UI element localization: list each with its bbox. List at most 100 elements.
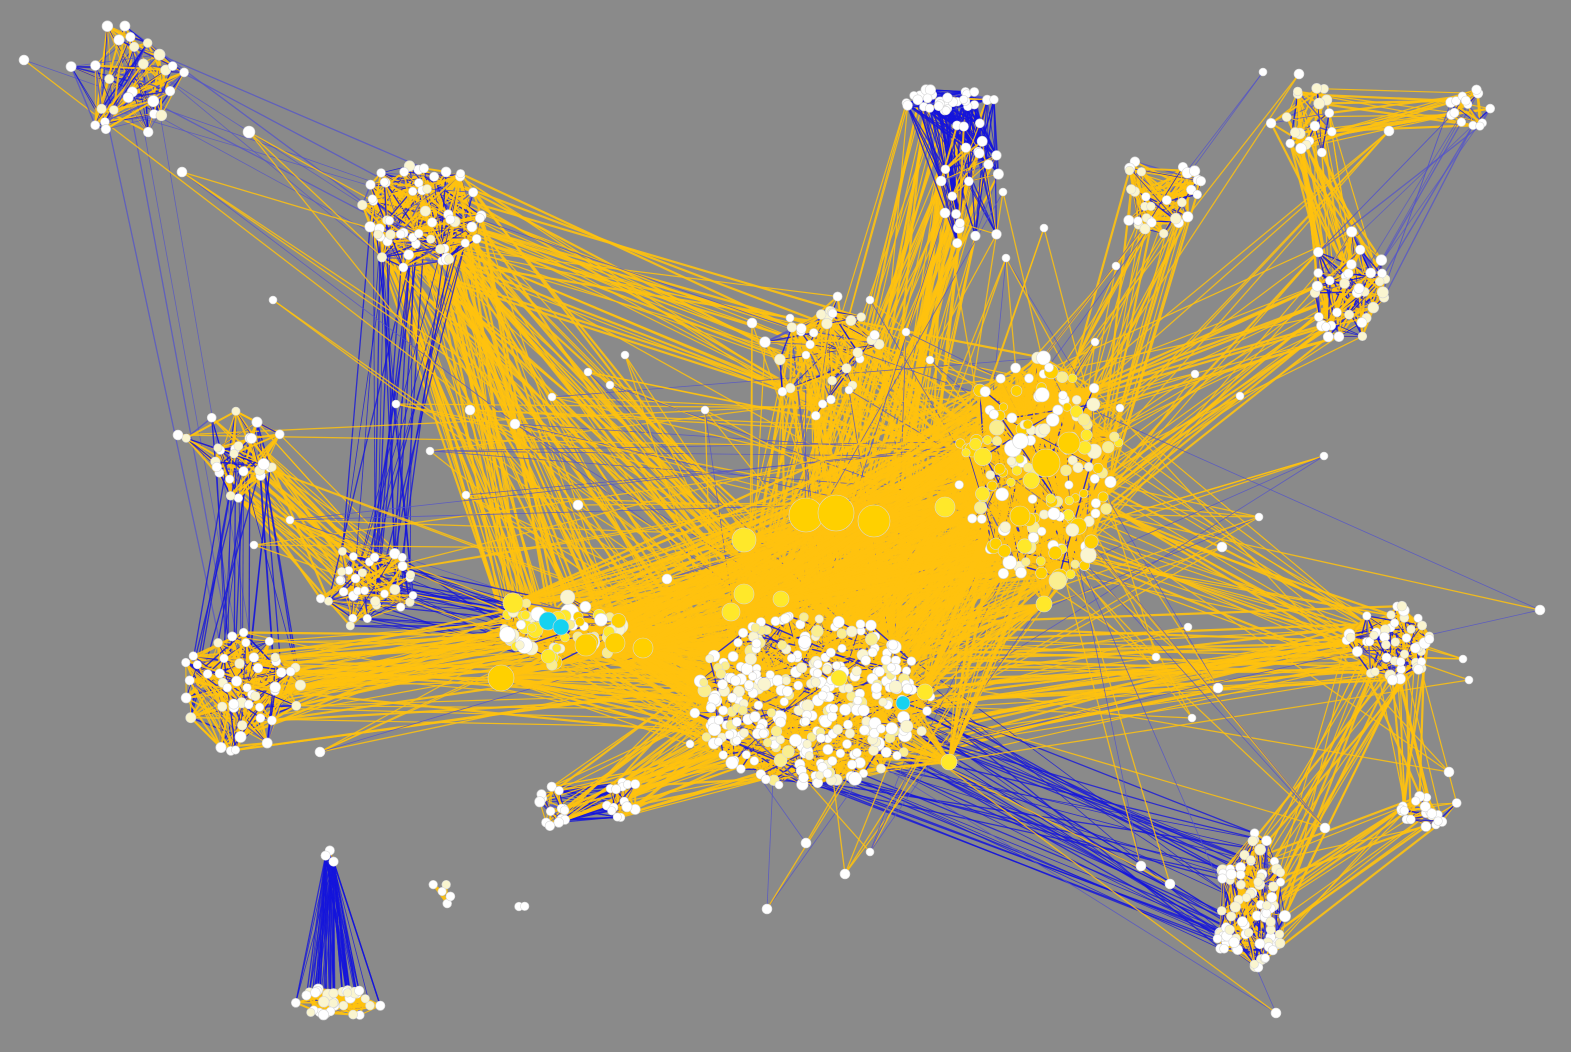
peripheral-node[interactable] xyxy=(1383,125,1395,137)
graph-node[interactable] xyxy=(213,443,223,453)
graph-node[interactable] xyxy=(874,666,885,677)
graph-node[interactable] xyxy=(408,186,418,196)
graph-node[interactable] xyxy=(1322,331,1334,343)
graph-node[interactable] xyxy=(813,659,823,669)
graph-node[interactable] xyxy=(1254,938,1266,950)
graph-node[interactable] xyxy=(630,779,641,789)
graph-node[interactable] xyxy=(1333,331,1345,343)
graph-node[interactable] xyxy=(1084,461,1094,472)
graph-node[interactable] xyxy=(248,652,259,663)
graph-node[interactable] xyxy=(705,702,717,713)
graph-node[interactable] xyxy=(188,651,198,661)
graph-node[interactable] xyxy=(973,447,992,466)
graph-node[interactable] xyxy=(1002,555,1017,570)
hub-5[interactable] xyxy=(1031,448,1061,478)
graph-node[interactable] xyxy=(880,654,892,666)
graph-node[interactable] xyxy=(969,87,980,97)
graph-node[interactable] xyxy=(1345,632,1356,643)
graph-node[interactable] xyxy=(231,745,241,755)
graph-node[interactable] xyxy=(1192,189,1202,200)
graph-node[interactable] xyxy=(244,699,254,710)
graph-node[interactable] xyxy=(860,655,871,666)
graph-node[interactable] xyxy=(1136,167,1146,177)
graph-node[interactable] xyxy=(1044,362,1054,373)
graph-node[interactable] xyxy=(227,631,238,642)
graph-node[interactable] xyxy=(1086,397,1101,412)
graph-node[interactable] xyxy=(999,521,1011,533)
peripheral-node[interactable] xyxy=(1319,451,1329,461)
graph-node[interactable] xyxy=(342,988,353,998)
graph-node[interactable] xyxy=(989,419,1005,436)
graph-node[interactable] xyxy=(399,167,409,177)
graph-node[interactable] xyxy=(777,640,788,650)
graph-node[interactable] xyxy=(380,589,389,599)
peripheral-node[interactable] xyxy=(1187,713,1197,723)
graph-node[interactable] xyxy=(231,406,241,416)
graph-node[interactable] xyxy=(360,586,369,595)
graph-node[interactable] xyxy=(579,600,592,613)
peripheral-node[interactable] xyxy=(1111,261,1121,271)
graph-node[interactable] xyxy=(255,702,265,712)
graph-node[interactable] xyxy=(1367,301,1380,314)
graph-node[interactable] xyxy=(815,309,827,320)
peripheral-node[interactable] xyxy=(461,490,471,500)
graph-node[interactable] xyxy=(991,435,1002,446)
graph-node[interactable] xyxy=(1177,197,1187,208)
graph-node[interactable] xyxy=(987,480,998,491)
peripheral-node[interactable] xyxy=(800,837,812,849)
graph-node[interactable] xyxy=(818,399,828,409)
graph-node[interactable] xyxy=(1056,371,1069,383)
graph-node[interactable] xyxy=(1390,618,1400,628)
hub-3[interactable] xyxy=(857,504,891,538)
graph-node[interactable] xyxy=(773,753,788,768)
graph-node[interactable] xyxy=(1011,465,1023,476)
graph-node[interactable] xyxy=(743,679,754,690)
graph-node[interactable] xyxy=(238,466,249,477)
graph-node[interactable] xyxy=(876,724,886,734)
graph-node[interactable] xyxy=(1449,107,1460,118)
graph-node[interactable] xyxy=(1274,938,1286,949)
graph-node[interactable] xyxy=(1006,412,1018,424)
graph-node[interactable] xyxy=(924,103,935,113)
graph-node[interactable] xyxy=(180,692,192,704)
graph-node[interactable] xyxy=(1411,796,1421,806)
graph-node[interactable] xyxy=(933,101,944,111)
graph-node[interactable] xyxy=(594,612,608,627)
graph-node[interactable] xyxy=(995,373,1006,384)
graph-node[interactable] xyxy=(1065,523,1080,537)
graph-node[interactable] xyxy=(1406,814,1416,825)
graph-node[interactable] xyxy=(1092,462,1104,474)
graph-node[interactable] xyxy=(1475,121,1485,131)
graph-node[interactable] xyxy=(320,850,331,861)
graph-node[interactable] xyxy=(1146,217,1157,228)
graph-node[interactable] xyxy=(1037,526,1047,537)
graph-node[interactable] xyxy=(384,216,395,226)
graph-node[interactable] xyxy=(357,568,367,578)
graph-node[interactable] xyxy=(851,666,862,677)
graph-node[interactable] xyxy=(1077,413,1091,427)
peripheral-node[interactable] xyxy=(1258,67,1268,77)
peripheral-node[interactable] xyxy=(1001,253,1011,263)
graph-node[interactable] xyxy=(514,640,525,650)
graph-node[interactable] xyxy=(1035,556,1046,566)
graph-node[interactable] xyxy=(1276,877,1286,887)
peripheral-node[interactable] xyxy=(746,317,758,329)
graph-node[interactable] xyxy=(758,728,769,739)
graph-node[interactable] xyxy=(267,715,277,726)
peripheral-node[interactable] xyxy=(314,746,326,758)
graph-node[interactable] xyxy=(129,41,140,52)
graph-node[interactable] xyxy=(237,720,248,731)
graph-node[interactable] xyxy=(997,544,1012,558)
graph-node[interactable] xyxy=(885,722,899,735)
graph-node[interactable] xyxy=(241,638,251,648)
graph-node[interactable] xyxy=(998,402,1008,412)
graph-node[interactable] xyxy=(1015,454,1025,464)
graph-node[interactable] xyxy=(1182,211,1194,223)
graph-node[interactable] xyxy=(738,627,749,638)
graph-node[interactable] xyxy=(306,1007,316,1017)
graph-node[interactable] xyxy=(1038,423,1051,436)
graph-node[interactable] xyxy=(1052,404,1064,416)
peripheral-node[interactable] xyxy=(1443,766,1455,778)
graph-node[interactable] xyxy=(575,617,585,627)
